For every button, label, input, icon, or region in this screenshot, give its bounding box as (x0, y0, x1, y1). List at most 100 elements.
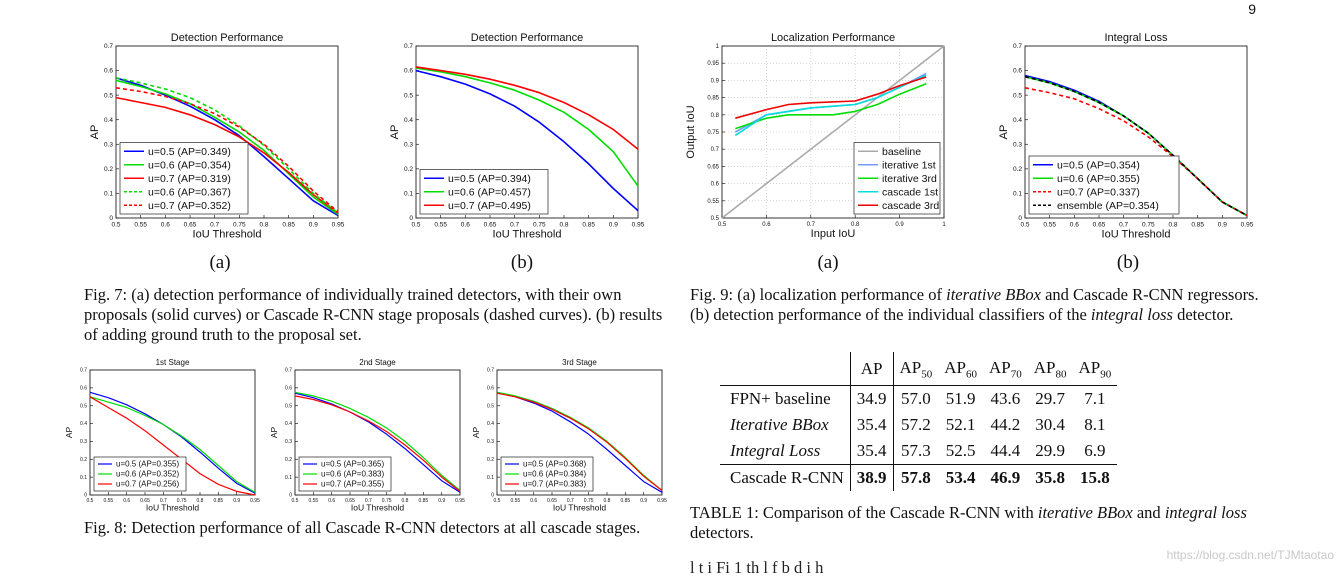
series-line (294, 391, 461, 491)
fig9-caption-part4: integral loss (1090, 305, 1173, 324)
x-tick-label: 0.85 (213, 498, 223, 504)
x-tick-label: 0.85 (582, 222, 595, 229)
legend-label: u=0.5 (AP=0.349) (148, 146, 231, 158)
x-tick-label: 0.75 (233, 222, 246, 229)
series-line (294, 392, 461, 493)
x-axis-label: IoU Threshold (193, 229, 262, 241)
table-cell: 52.1 (945, 415, 976, 435)
legend-label: u=0.7 (AP=0.352) (148, 200, 231, 212)
table1-caption-part3: and (1132, 503, 1165, 522)
x-tick-label: 0.65 (1093, 222, 1106, 229)
legend-label: u=0.7 (AP=0.383) (523, 480, 586, 489)
series-line (294, 395, 461, 492)
y-tick-label: 0.55 (707, 199, 719, 205)
table-row-name: Integral Loss (720, 438, 851, 465)
series-line (115, 79, 339, 215)
series-line (415, 66, 639, 150)
table-cell: 57.0 (901, 389, 931, 409)
x-axis-label: IoU Threshold (553, 503, 607, 513)
y-tick-label: 0.6 (711, 182, 720, 188)
x-tick-label: 0.55 (1043, 222, 1056, 229)
table-header-ap: AP (850, 352, 894, 387)
x-tick-label: 0.75 (382, 498, 392, 504)
y-tick-label: 0.7 (487, 368, 494, 374)
legend-label: u=0.6 (AP=0.383) (321, 470, 384, 479)
y-tick-label: 0.1 (1013, 191, 1022, 198)
table-cell: 44.4 (990, 441, 1021, 461)
legend-label: ensemble (AP=0.354) (1057, 200, 1159, 212)
y-tick-label: 0.1 (404, 191, 413, 198)
table-cell: 29.7 (1035, 389, 1065, 409)
x-tick-label: 0.8 (851, 222, 860, 228)
table-cell: 6.9 (1084, 441, 1106, 461)
y-tick-label: 0.85 (707, 96, 719, 102)
y-tick-label: 0.5 (711, 216, 720, 222)
y-tick-label: 0.7 (104, 43, 113, 50)
legend-label: u=0.7 (AP=0.319) (148, 173, 231, 185)
y-tick-label: 0.2 (404, 166, 413, 173)
series-line (735, 83, 927, 130)
plot-frame (1024, 45, 1248, 219)
legend-label: u=0.6 (AP=0.457) (448, 186, 531, 198)
y-tick-label: 0.2 (104, 166, 113, 173)
y-tick-label: 0.2 (487, 457, 494, 463)
series-line (89, 396, 256, 493)
table-cell: 29.9 (1035, 441, 1065, 461)
legend-label: u=0.7 (AP=0.495) (448, 200, 531, 212)
x-tick-label: 0.8 (1168, 222, 1177, 229)
fig7-caption: Fig. 7: (a) detection performance of ind… (84, 285, 663, 344)
y-axis-label: AP (389, 125, 401, 140)
table-cell: 51.9 (945, 389, 976, 409)
x-tick-label: 0.5 (411, 222, 420, 229)
legend-label: baseline (882, 146, 921, 158)
table-cell: 30.4 (1035, 415, 1065, 435)
series-line (115, 77, 339, 214)
y-tick-label: 0.65 (707, 164, 719, 170)
x-axis-label: IoU Threshold (1102, 229, 1171, 241)
table1-caption-part2: iterative BBox (1037, 503, 1133, 522)
x-tick-label: 0.8 (559, 222, 568, 229)
y-tick-label: 0.5 (404, 92, 413, 99)
plot-frame (89, 369, 256, 496)
x-tick-label: 0.7 (365, 498, 372, 504)
table-row-name: Cascade R-CNN (720, 464, 851, 492)
chart-fig8-stage1: 1st Stage 0.5 0.55 0.6 0.65 0.7 0.75 0.8 0.85 0.9… (64, 358, 260, 513)
x-tick-label: 0.75 (533, 222, 546, 229)
series-line (89, 396, 256, 496)
y-tick-label: 0.4 (80, 421, 87, 427)
x-tick-label: 0.9 (895, 222, 904, 228)
fig9-caption-part1: Fig. 9: (a) localization performance of (690, 285, 947, 304)
y-tick-label: 0.5 (487, 403, 494, 409)
legend-label: u=0.5 (AP=0.354) (1057, 159, 1140, 171)
plot-frame (415, 45, 639, 219)
x-tick-label: 0.5 (494, 498, 501, 504)
legend-label: cascade 1st (882, 186, 938, 198)
y-axis-label: Output IoU (685, 105, 697, 158)
table-cell: 57.3 (901, 441, 931, 461)
series-line (734, 74, 927, 137)
table-cell: 46.9 (983, 464, 1028, 492)
x-tick-label: 0.95 (332, 222, 345, 229)
table-header-ap60: AP60 (938, 352, 983, 387)
legend-label: u=0.6 (AP=0.367) (148, 186, 231, 198)
table-cell: 35.8 (1027, 464, 1073, 492)
table-cell: 35.4 (850, 438, 894, 465)
y-tick-label: 0 (409, 215, 413, 222)
table-row: Cascade R-CNN 38.9 57.8 53.4 46.9 35.8 1… (720, 464, 1118, 492)
x-tick-label: 0.55 (308, 498, 318, 504)
y-tick-label: 0.7 (80, 368, 87, 374)
x-tick-label: 0.7 (807, 222, 816, 228)
table-cell: 53.4 (938, 464, 983, 492)
x-tick-label: 0.65 (140, 498, 150, 504)
table-cell: 43.6 (990, 389, 1021, 409)
watermark: https://blog.csdn.net/TJMtaotao (1166, 548, 1334, 562)
series-line (115, 87, 339, 213)
x-tick-label: 0.85 (620, 498, 630, 504)
legend-label: u=0.6 (AP=0.355) (1057, 173, 1140, 185)
series-line (721, 45, 945, 219)
page-number: 9 (1248, 1, 1256, 17)
plot-frame (115, 45, 339, 219)
x-tick-label: 0.6 (461, 222, 470, 229)
y-tick-label: 0.5 (1013, 92, 1022, 99)
x-tick-label: 0.5 (87, 498, 94, 504)
